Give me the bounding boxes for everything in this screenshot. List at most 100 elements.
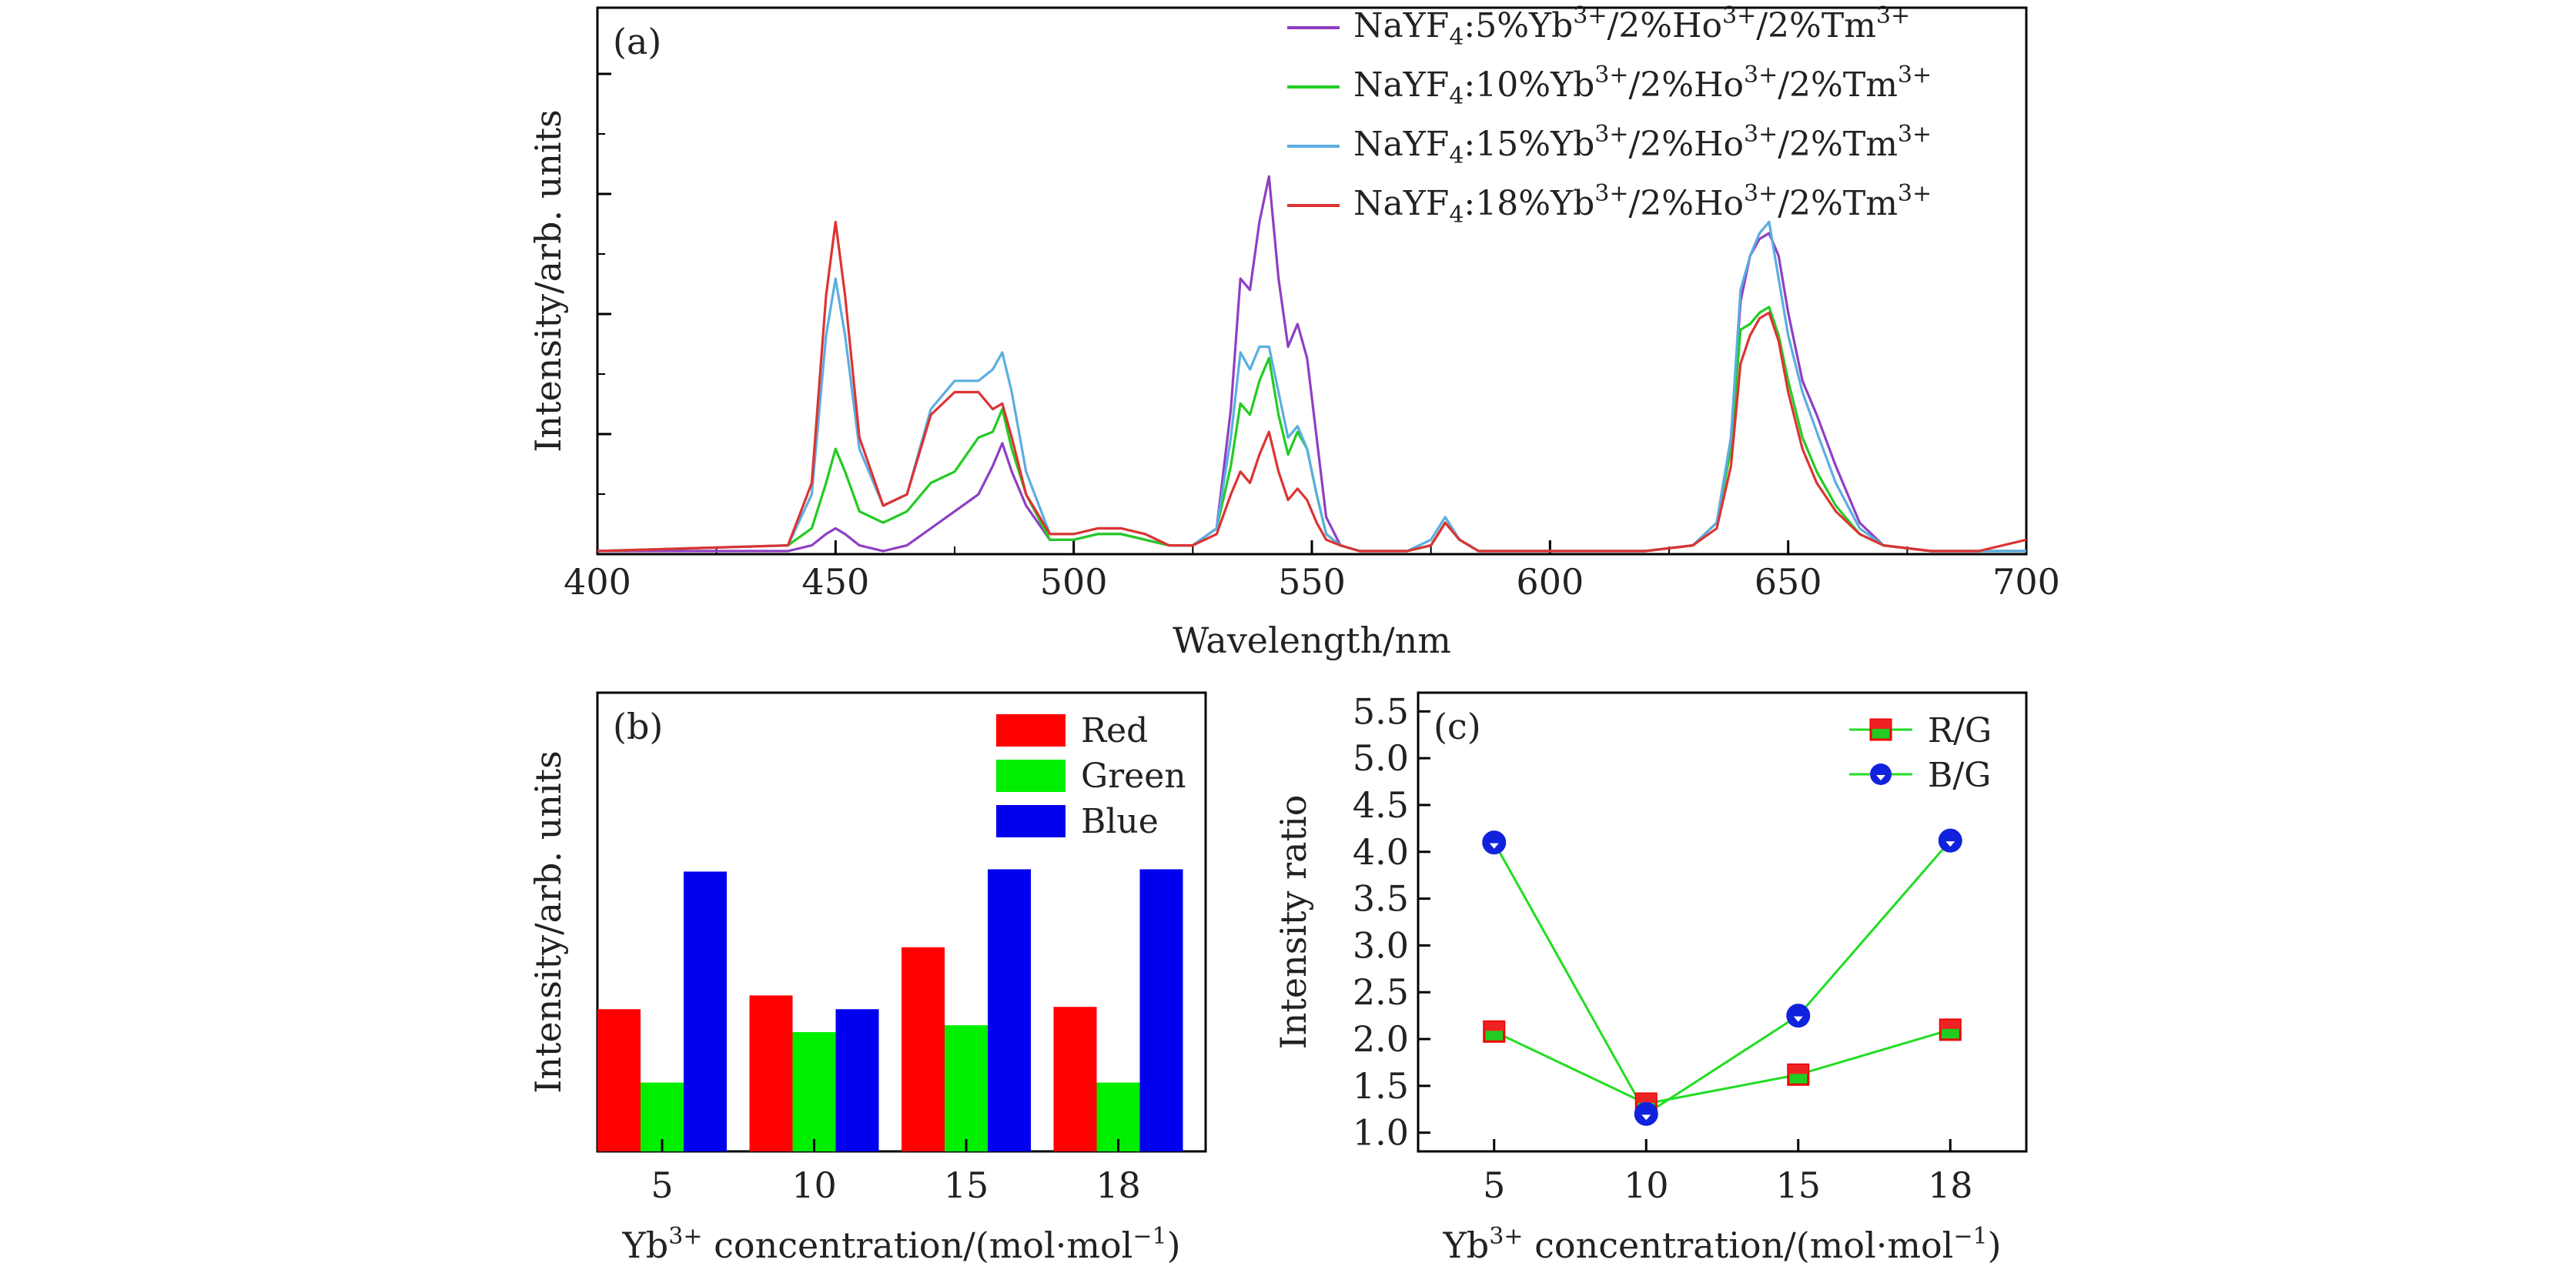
panel-a-legend-text: :18%Yb xyxy=(1464,184,1594,223)
panel-a-legend-text: NaYF xyxy=(1353,125,1449,164)
panel-c-ytick-label: 3.0 xyxy=(1353,924,1409,966)
panel-b-bar xyxy=(597,1009,641,1151)
panel-c-ytick-label: 2.5 xyxy=(1353,971,1409,1013)
panel-b-legend-label: Blue xyxy=(1081,802,1159,841)
panel-c-legend-marker-inner xyxy=(1876,775,1885,780)
panel-a-legend-text: 3+ xyxy=(1898,180,1932,207)
panel-b-xtick-label: 15 xyxy=(944,1164,989,1206)
panel-a-xtick-label: 400 xyxy=(564,561,631,603)
panel-a-label: (a) xyxy=(613,21,661,62)
panel-b-legend-swatch xyxy=(996,714,1066,747)
panel-a-legend-text: 3+ xyxy=(1744,62,1778,89)
panel-a-xlabel: Wavelength/nm xyxy=(1173,620,1451,661)
panel-b-xtick-label: 10 xyxy=(791,1164,837,1206)
panel-c-marker-circle xyxy=(1634,1101,1658,1126)
panel-a-legend-label: NaYF4:15%Yb3+/2%Ho3+/2%Tm3+ xyxy=(1353,121,1932,169)
panel-b-legend-swatch xyxy=(996,805,1066,837)
panel-b-legend-label: Red xyxy=(1081,711,1148,750)
panel-a-legend-text: 3+ xyxy=(1594,62,1628,89)
panel-c-legend-marker xyxy=(1870,763,1892,785)
panel-c-ytick-label: 5.0 xyxy=(1353,737,1409,779)
panel-c-marker-circle-inner xyxy=(1945,841,1955,847)
panel-a-xtick-label: 500 xyxy=(1040,561,1108,603)
panel-a-series-line-2 xyxy=(597,306,2026,553)
panel-a-legend-text: NaYF xyxy=(1353,6,1449,45)
panel-b-bar xyxy=(1053,1007,1097,1151)
panel-c-marker-circle-inner xyxy=(1793,1016,1803,1022)
panel-c-ytick-label: 3.5 xyxy=(1353,878,1409,920)
panel-a-legend-text: 3+ xyxy=(1744,121,1778,148)
panel-c-legend: R/G B/G xyxy=(1849,711,1992,795)
panel-a-legend-text: :10%Yb xyxy=(1464,65,1594,105)
panel-c-series-line-2 xyxy=(1493,840,1952,1116)
panel-c-ylabel: Intensity ratio xyxy=(1273,795,1314,1050)
panel-c-ytick-label: 1.5 xyxy=(1353,1065,1409,1107)
panel-a-legend-text: 3+ xyxy=(1898,62,1932,89)
panel-b-xtick-label: 18 xyxy=(1096,1164,1141,1206)
panel-a-legend-text: 3+ xyxy=(1744,180,1778,207)
panel-b-bars xyxy=(597,869,1183,1151)
panel-b: (b) Intensity/arb. units 5 10 15 18 Red Gree… xyxy=(527,691,1207,1266)
panel-c-marker-square-top xyxy=(1484,1021,1504,1031)
panel-b-bar xyxy=(945,1025,988,1151)
panel-c-marker-square-top xyxy=(1636,1093,1657,1103)
panel-c-marker-circle xyxy=(1482,830,1507,855)
panel-a-xtick-label: 650 xyxy=(1755,561,1822,603)
panel-a-legend-label: NaYF4:5%Yb3+/2%Ho3+/2%Tm3+ xyxy=(1353,2,1910,51)
panel-b-ylabel: Intensity/arb. units xyxy=(527,750,569,1094)
panel-c-xtick-label: 18 xyxy=(1928,1164,1973,1206)
panel-b-legend-swatch xyxy=(996,760,1066,792)
panel-a-ticks: 400 450 500 550 600 650 700 xyxy=(564,72,2060,603)
panel-a-legend-text: 4 xyxy=(1449,83,1464,110)
panel-c-ytick-label: 5.5 xyxy=(1353,690,1409,732)
panel-b-xtick-label: 5 xyxy=(651,1164,673,1206)
panel-a-legend-text: /2%Tm xyxy=(1778,184,1898,223)
panel-c-ytick-label: 4.0 xyxy=(1353,831,1409,873)
panel-a-legend-text: /2%Tm xyxy=(1778,125,1898,164)
panel-a-series-line-4 xyxy=(597,220,2027,553)
panel-a-series xyxy=(597,175,2027,553)
panel-a-legend-label: NaYF4:18%Yb3+/2%Ho3+/2%Tm3+ xyxy=(1353,180,1932,229)
panel-a-xtick-label: 450 xyxy=(801,561,869,603)
panel-a-legend-text: 3+ xyxy=(1898,121,1932,148)
panel-a-series-line-3 xyxy=(597,220,2026,553)
panel-c-ytick-label: 2.0 xyxy=(1353,1018,1409,1060)
panel-a-xtick-label: 700 xyxy=(1992,561,2060,603)
panel-c-marker-circle xyxy=(1786,1004,1811,1028)
panel-c-legend-label: R/G xyxy=(1928,711,1992,750)
panel-c-legend-label: B/G xyxy=(1928,756,1991,795)
panel-b-bar xyxy=(792,1032,836,1151)
panel-a-legend-text: /2%Tm xyxy=(1778,65,1898,105)
panel-c-ytick-label: 4.5 xyxy=(1353,784,1409,826)
panel-b-label: (b) xyxy=(613,706,663,747)
panel-c-ticks: 1.0 1.5 2.0 2.5 3.03.5 4.0 4.5 5.0 5.5 5 10 15 18 xyxy=(1353,690,1973,1206)
panel-b-bar xyxy=(902,947,945,1151)
panel-a-legend-text: /2%Ho xyxy=(1628,65,1744,105)
panel-b-bar xyxy=(988,869,1031,1151)
panel-a-legend-text: NaYF xyxy=(1353,65,1449,105)
panel-a-legend-label: NaYF4:10%Yb3+/2%Ho3+/2%Tm3+ xyxy=(1353,62,1932,110)
panel-c-marker-square-top xyxy=(1788,1064,1808,1074)
panel-a-legend-text: /2%Ho xyxy=(1628,184,1744,223)
panel-a-xtick-label: 550 xyxy=(1278,561,1346,603)
panel-a-legend: NaYF4:5%Yb3+/2%Ho3+/2%Tm3+NaYF4:10%Yb3+/… xyxy=(1287,2,1932,229)
panel-b-bar xyxy=(1139,869,1183,1151)
panel-c-frame xyxy=(1417,691,2028,1153)
panel-a-legend-text: 3+ xyxy=(1594,180,1628,207)
panel-b-bar xyxy=(684,871,727,1151)
panel-c-legend-marker-top xyxy=(1871,720,1891,729)
panel-c-ytick-label: 1.0 xyxy=(1353,1112,1409,1154)
panel-a-legend-text: 3+ xyxy=(1722,2,1756,29)
panel-b-ticks: 5 10 15 18 xyxy=(651,1139,1141,1206)
panel-c: (c) Intensity ratio 1.0 1.5 2.0 2.5 3.03.5 4.… xyxy=(1273,690,2028,1266)
panel-c-xtick-label: 5 xyxy=(1483,1164,1505,1206)
panel-c-xlabel: Yb3+ concentration/(mol·mol−1) xyxy=(1442,1223,2001,1266)
panel-c-marker-circle-inner xyxy=(1489,843,1499,849)
panel-a-xtick-label: 600 xyxy=(1516,561,1584,603)
panel-a-legend-text: 4 xyxy=(1449,24,1464,51)
panel-c-series-line-1 xyxy=(1494,1028,1951,1105)
panel-c-marker-circle-inner xyxy=(1641,1114,1651,1121)
panel-b-legend-label: Green xyxy=(1081,757,1186,796)
panel-a-legend-text: :15%Yb xyxy=(1464,125,1594,164)
panel-a-legend-text: 4 xyxy=(1449,202,1464,229)
